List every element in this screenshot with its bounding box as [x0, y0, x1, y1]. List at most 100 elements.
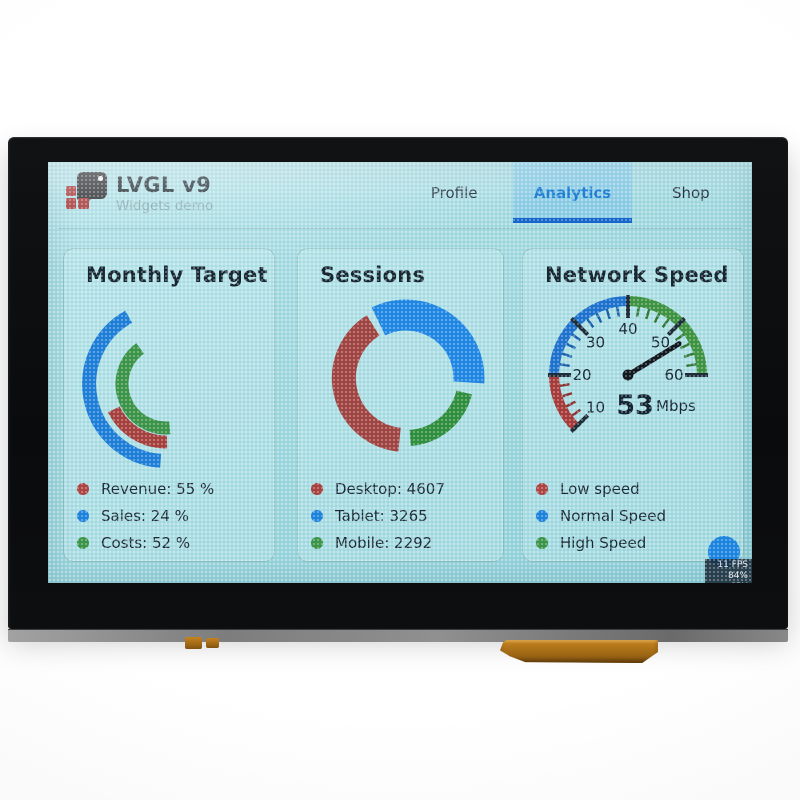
legend-dot-icon: [311, 482, 323, 495]
gauge-minor-tick: [645, 309, 651, 320]
gauge-tick-label: 20: [572, 366, 591, 384]
legend: Desktop: 4607 Tablet: 3265 Mobile: 2292: [311, 479, 445, 552]
legend-label: Normal Speed: [560, 506, 667, 525]
cpu-value: 84% CPU: [727, 571, 748, 583]
legend-dot-icon: [536, 482, 548, 495]
legend-dot-icon: [536, 536, 548, 549]
gauge-minor-tick: [562, 392, 573, 398]
gauge-needle: [625, 341, 682, 378]
gauge-tick-label: 10: [586, 399, 605, 417]
gauge-minor-tick: [559, 362, 570, 368]
arc-sales: [82, 310, 162, 468]
arc-revenue: [108, 406, 168, 449]
tab-profile[interactable]: Profile: [430, 183, 478, 202]
gauge-major-tick: [569, 413, 590, 434]
gauge-minor-tick: [565, 400, 576, 408]
perf-monitor-badge: 11 FPS 84% CPU: [705, 559, 752, 583]
gauge-minor-tick: [562, 352, 573, 358]
header-divider: [58, 228, 742, 229]
card-sessions: Sessions Desktop: 4607 Tablet: 3265 Mobile:…: [297, 248, 504, 562]
gauge-minor-tick: [680, 342, 691, 350]
gauge-minor-tick: [571, 333, 582, 342]
gauge-minor-tick: [686, 362, 697, 368]
logo-dot: [98, 176, 103, 181]
gauge-major-tick: [666, 316, 687, 337]
arc-mobile: [409, 390, 472, 446]
fps-value: 11 FPS: [717, 560, 748, 570]
gauge-tick-label: 30: [586, 334, 605, 352]
legend-item: Mobile: 2292: [311, 533, 445, 552]
gauge-pivot: [622, 369, 634, 381]
app-subtitle: Widgets demo: [116, 198, 214, 214]
arc-tablet: [371, 299, 485, 384]
gauge-minor-tick: [661, 318, 670, 329]
gauge-tick-label: 60: [664, 366, 683, 384]
tab-bar: Profile Analytics Shop: [395, 162, 750, 223]
gauge-minor-tick: [586, 318, 595, 329]
gauge-minor-tick: [683, 352, 694, 358]
card-title: Monthly Target: [86, 263, 268, 287]
legend-item: Tablet: 3265: [311, 506, 445, 525]
legend-label: High Speed: [560, 533, 647, 552]
lvgl-logo-icon: [66, 172, 107, 210]
gauge-value: 53: [616, 390, 654, 421]
fpc-tab: [185, 637, 202, 649]
card-title: Sessions: [320, 263, 426, 287]
legend-dot-icon: [77, 509, 89, 522]
tab-shop[interactable]: Shop: [671, 183, 710, 202]
legend-label: Low speed: [560, 479, 640, 498]
legend-dot-icon: [77, 482, 89, 495]
tab-analytics[interactable]: Analytics: [513, 162, 632, 223]
legend-label: Costs: 52 %: [101, 533, 191, 552]
gauge-tick-label: 40: [618, 320, 637, 338]
gauge-minor-tick: [559, 382, 570, 388]
card-monthly-target: Monthly Target Revenue: 55 % Sales: 24 % Co…: [63, 248, 275, 562]
app-title: LVGL v9: [116, 173, 212, 197]
legend-dot-icon: [536, 509, 548, 522]
logo-red-block: [78, 198, 89, 209]
gauge-tick-label: 50: [651, 334, 670, 352]
logo-foot: [77, 188, 91, 201]
gauge-minor-tick: [565, 342, 576, 350]
display-glass-edge: [8, 629, 788, 642]
lvgl-demo-screen: LVGL v9 Widgets demo Profile Analytics Sho…: [48, 162, 752, 583]
legend-item: Sales: 24 %: [77, 506, 214, 525]
legend-label: Sales: 24 %: [101, 506, 189, 525]
gauge-major-tick: [569, 316, 590, 337]
logo-red-block: [66, 186, 76, 196]
card-title: Network Speed: [545, 263, 729, 287]
gauge-minor-tick: [653, 312, 661, 323]
legend-item: Costs: 52 %: [77, 533, 214, 552]
logo-red-block: [66, 198, 76, 209]
gauge-unit: Mbps: [656, 397, 696, 415]
gauge-minor-tick: [635, 306, 641, 317]
gauge-zone: [549, 374, 581, 432]
sessions-chart: [331, 299, 485, 452]
legend-item: Revenue: 55 %: [77, 479, 215, 498]
gauge-minor-tick: [605, 309, 611, 320]
legend: Revenue: 55 % Sales: 24 % Costs: 52 %: [77, 479, 215, 552]
legend-item: High Speed: [536, 533, 666, 552]
legend-item: Desktop: 4607: [311, 479, 445, 498]
gauge-minor-tick: [674, 333, 685, 342]
legend-dot-icon: [77, 536, 89, 549]
fpc-cable: [500, 640, 658, 663]
legend-label: Desktop: 4607: [335, 479, 445, 498]
gauge-minor-tick: [615, 306, 621, 317]
card-network-speed: Network Speed 10 20 30 40 50 60 53 Mbps Low speed…: [522, 248, 744, 562]
arc-desktop: [331, 315, 402, 452]
monthly-target-chart: [82, 310, 171, 468]
legend-dot-icon: [311, 509, 323, 522]
legend: Low speed Normal Speed High Speed: [536, 479, 667, 552]
legend-item: Low speed: [536, 479, 666, 498]
legend-label: Tablet: 3265: [335, 506, 428, 525]
legend-dot-icon: [311, 536, 323, 549]
arc-costs: [115, 343, 171, 435]
legend-item: Normal Speed: [536, 506, 667, 525]
legend-label: Revenue: 55 %: [101, 479, 215, 498]
lcd-module: LVGL v9 Widgets demo Profile Analytics Sho…: [8, 137, 788, 629]
fpc-tab: [206, 638, 219, 648]
network-speed-chart: 10 20 30 40 50 60 53 Mbps: [548, 295, 708, 434]
legend-label: Mobile: 2292: [335, 533, 433, 552]
